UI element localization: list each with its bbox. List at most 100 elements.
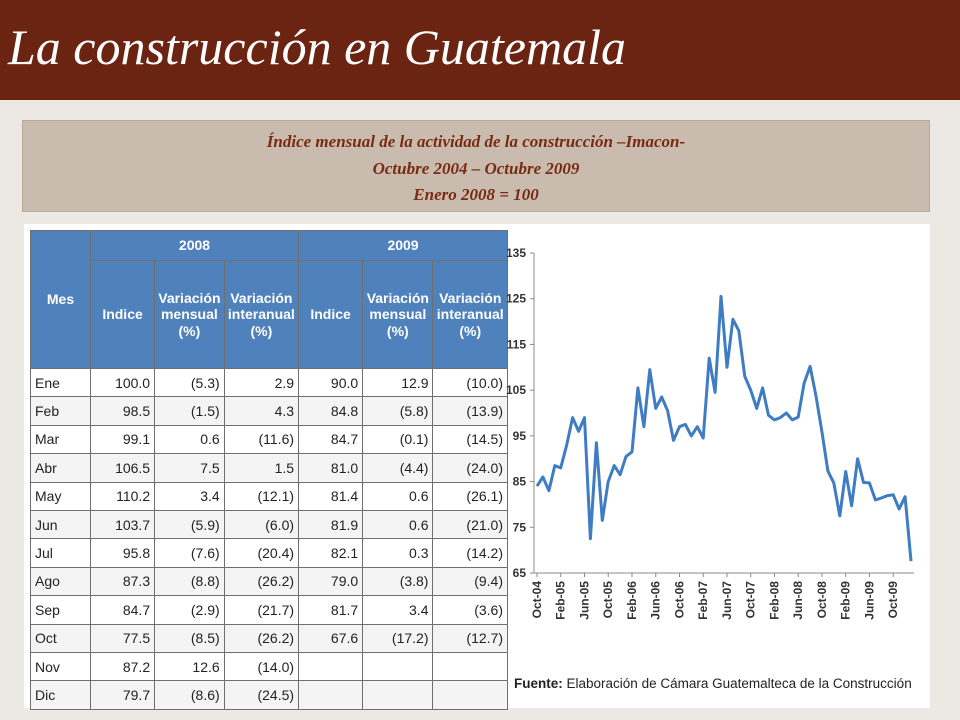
y-tick-label: 95 (513, 429, 527, 443)
table-row: Abr 106.5 7.5 1.5 81.0 (4.4) (24.0) (30, 453, 508, 483)
x-tick-label: Oct-05 (601, 581, 615, 619)
cell-var-mensual-2009: (5.8) (362, 396, 434, 426)
subtitle-line-3: Enero 2008 = 100 (413, 185, 539, 204)
imacon-table: Mes 2008 2009 Indice Variación mensual (… (30, 230, 508, 710)
row-month: Abr (30, 453, 91, 483)
cell-indice-2009: 67.6 (298, 623, 364, 653)
row-month: Ene (30, 367, 91, 398)
cell-indice-2008: 100.0 (89, 367, 156, 398)
cell-var-mensual-2008: (5.3) (154, 367, 225, 398)
chart-axes (533, 253, 914, 574)
cell-var-mensual-2009 (362, 651, 434, 682)
cell-indice-2009 (298, 651, 364, 682)
chart-subtitle-box: Índice mensual de la actividad de la con… (22, 120, 930, 212)
cell-indice-2008: 95.8 (89, 538, 156, 568)
cell-indice-2008: 87.2 (89, 651, 156, 682)
x-axis-ticks: Oct-04 Feb-05 Jun-05 Oct-05 Feb-06 Jun-06 Oct-… (530, 573, 900, 620)
x-tick-label: Jun-09 (862, 581, 876, 620)
header-var-mensual-2009: Variación mensual (%) (362, 260, 434, 369)
cell-var-interanual-2008: (20.4) (223, 538, 300, 568)
cell-var-interanual-2009 (432, 651, 508, 682)
cell-var-mensual-2009: 0.3 (362, 538, 434, 568)
cell-indice-2009: 81.7 (298, 595, 364, 625)
table-row: Ago 87.3 (8.8) (26.2) 79.0 (3.8) (9.4) (30, 566, 508, 597)
cell-var-interanual-2008: 4.3 (223, 396, 300, 426)
cell-var-interanual-2008: (12.1) (223, 481, 300, 511)
cell-var-interanual-2009 (432, 680, 508, 710)
row-month: Jul (30, 538, 91, 568)
y-tick-label: 85 (513, 475, 527, 489)
table-row: Dic 79.7 (8.6) (24.5) (30, 680, 508, 710)
cell-var-interanual-2009: (12.7) (432, 623, 508, 653)
y-tick-label: 75 (513, 520, 527, 534)
row-month: Ago (30, 566, 91, 597)
cell-var-mensual-2009: (3.8) (362, 566, 434, 597)
subtitle-line-1: Índice mensual de la actividad de la con… (266, 132, 686, 151)
cell-var-mensual-2009: 0.6 (362, 481, 434, 511)
cell-var-mensual-2009: (0.1) (362, 424, 434, 455)
cell-var-mensual-2009: (17.2) (362, 623, 434, 653)
cell-indice-2009: 82.1 (298, 538, 364, 568)
cell-indice-2008: 87.3 (89, 566, 156, 597)
title-bar: La construcción en Guatemala (0, 0, 960, 100)
header-var-mensual-2008: Variación mensual (%) (154, 260, 225, 369)
table-row: Feb 98.5 (1.5) 4.3 84.8 (5.8) (13.9) (30, 396, 508, 426)
cell-var-mensual-2008: 0.6 (154, 424, 225, 455)
cell-indice-2009: 81.9 (298, 509, 364, 540)
cell-indice-2008: 98.5 (89, 396, 156, 426)
cell-indice-2008: 99.1 (89, 424, 156, 455)
cell-var-interanual-2008: (21.7) (223, 595, 300, 625)
cell-var-interanual-2008: (26.2) (223, 566, 300, 597)
cell-var-interanual-2009: (26.1) (432, 481, 508, 511)
header-year-2008: 2008 (89, 230, 300, 261)
cell-indice-2008: 110.2 (89, 481, 156, 511)
cell-var-interanual-2009: (21.0) (432, 509, 508, 540)
cell-var-mensual-2008: (7.6) (154, 538, 225, 568)
cell-var-mensual-2008: (8.5) (154, 623, 225, 653)
row-month: Dic (30, 680, 91, 710)
chart-series (535, 294, 913, 562)
cell-var-mensual-2008: (8.6) (154, 680, 225, 710)
source-note: Fuente: Elaboración de Cámara Guatemalte… (514, 676, 912, 691)
cell-indice-2009: 90.0 (298, 367, 364, 398)
row-month: Feb (30, 396, 91, 426)
x-tick-label: Feb-06 (625, 581, 639, 620)
source-text: Elaboración de Cámara Guatemalteca de la… (566, 676, 912, 691)
cell-var-interanual-2009: (14.5) (432, 424, 508, 455)
cell-indice-2009: 84.8 (298, 396, 364, 426)
header-mes: Mes (30, 230, 91, 369)
content-panel: Mes 2008 2009 Indice Variación mensual (… (24, 224, 930, 710)
table-row: Nov 87.2 12.6 (14.0) (30, 651, 508, 682)
x-tick-label: Oct-09 (886, 581, 900, 619)
header-var-interanual-2009: Variación interanual (%) (432, 260, 508, 369)
cell-var-mensual-2008: (2.9) (154, 595, 225, 625)
cell-var-mensual-2009: (4.4) (362, 453, 434, 483)
header-year-2009: 2009 (298, 230, 508, 261)
cell-var-mensual-2008: (1.5) (154, 396, 225, 426)
table-row: Sep 84.7 (2.9) (21.7) 81.7 3.4 (3.6) (30, 595, 508, 625)
cell-var-interanual-2008: (26.2) (223, 623, 300, 653)
cell-var-mensual-2008: (5.9) (154, 509, 225, 540)
header-var-interanual-2008: Variación interanual (%) (223, 260, 300, 369)
table-row: Jul 95.8 (7.6) (20.4) 82.1 0.3 (14.2) (30, 538, 508, 568)
y-tick-label: 125 (506, 292, 526, 306)
row-month: Mar (30, 424, 91, 455)
cell-var-interanual-2009: (9.4) (432, 566, 508, 597)
cell-var-interanual-2008: 2.9 (223, 367, 300, 398)
source-label: Fuente: (514, 676, 563, 691)
table-row: Mar 99.1 0.6 (11.6) 84.7 (0.1) (14.5) (30, 424, 508, 455)
x-tick-label: Jun-06 (649, 581, 663, 620)
table-row: May 110.2 3.4 (12.1) 81.4 0.6 (26.1) (30, 481, 508, 511)
row-month: Sep (30, 595, 91, 625)
table-row: Jun 103.7 (5.9) (6.0) 81.9 0.6 (21.0) (30, 509, 508, 540)
x-tick-label: Oct-04 (530, 581, 544, 619)
series-line (535, 294, 913, 562)
header-indice-2008: Indice (89, 260, 156, 369)
row-month: Jun (30, 509, 91, 540)
cell-var-interanual-2009: (24.0) (432, 453, 508, 483)
header-indice-2009: Indice (298, 260, 364, 369)
cell-indice-2009: 84.7 (298, 424, 364, 455)
cell-var-interanual-2009: (13.9) (432, 396, 508, 426)
x-tick-label: Oct-08 (815, 581, 829, 619)
